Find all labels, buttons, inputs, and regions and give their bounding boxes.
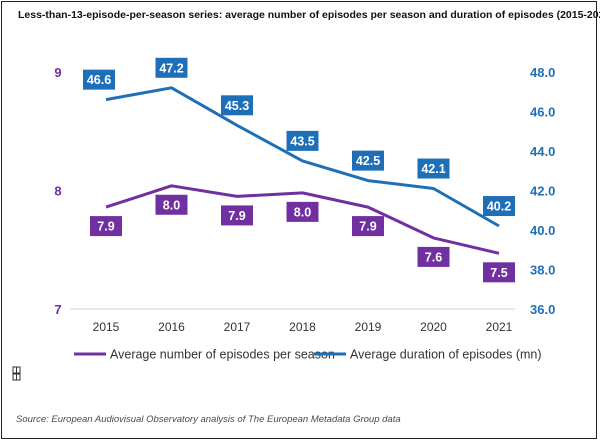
svg-text:43.5: 43.5: [290, 134, 314, 148]
episodes-data-label: 7.5: [483, 262, 515, 283]
svg-text:7.6: 7.6: [425, 250, 442, 264]
x-tick-label: 2020: [420, 320, 447, 334]
episodes-data-label: 7.6: [417, 246, 450, 267]
svg-text:45.3: 45.3: [225, 99, 249, 113]
episodes-data-label: 7.9: [221, 205, 253, 226]
left-axis-tick-label: 8: [54, 184, 61, 199]
episodes-data-label: 7.9: [90, 216, 122, 237]
svg-text:8.0: 8.0: [163, 198, 180, 212]
episodes-data-label: 8.0: [286, 201, 319, 222]
source-note: Source: European Audiovisual Observatory…: [16, 414, 401, 425]
svg-text:7.9: 7.9: [228, 209, 245, 223]
x-tick-label: 2017: [224, 320, 251, 334]
duration-data-label: 47.2: [155, 57, 188, 78]
duration-data-label: 46.6: [83, 69, 115, 90]
episodes-data-label: 7.9: [352, 216, 384, 237]
legend-item-duration: Average duration of episodes (mn): [314, 348, 542, 362]
legend-label: Average number of episodes per season: [110, 348, 335, 362]
legend-item-episodes: Average number of episodes per season: [74, 348, 335, 362]
x-tick-label: 2016: [158, 320, 185, 334]
svg-text:8.0: 8.0: [294, 205, 311, 219]
duration-data-label: 43.5: [286, 130, 319, 151]
legend-label: Average duration of episodes (mn): [350, 348, 542, 362]
svg-text:7.9: 7.9: [359, 220, 376, 234]
right-axis-tick-label: 42.0: [530, 184, 555, 199]
episodes-data-label: 8.0: [155, 194, 188, 215]
duration-data-label: 45.3: [221, 95, 253, 116]
duration-data-label: 42.5: [352, 150, 384, 171]
x-tick-label: 2019: [355, 320, 382, 334]
series-line-duration: [105, 86, 500, 228]
svg-text:7.9: 7.9: [97, 220, 114, 234]
chart-title: Less-than-13-episode-per-season series: …: [18, 9, 600, 21]
right-axis-tick-label: 40.0: [530, 223, 555, 238]
svg-text:40.2: 40.2: [487, 200, 511, 214]
svg-text:42.5: 42.5: [356, 154, 380, 168]
x-tick-label: 2021: [486, 320, 513, 334]
duration-data-label: 42.1: [417, 158, 450, 179]
svg-text:47.2: 47.2: [159, 61, 183, 75]
right-axis-tick-label: 48.0: [530, 65, 555, 80]
right-axis-tick-label: 36.0: [530, 302, 555, 317]
x-tick-label: 2015: [93, 320, 120, 334]
x-tick-label: 2018: [289, 320, 316, 334]
right-axis-tick-label: 46.0: [530, 105, 555, 120]
left-axis-tick-label: 7: [54, 302, 61, 317]
svg-text:46.6: 46.6: [87, 73, 111, 87]
left-axis-tick-label: 9: [54, 65, 61, 80]
side-glyph-icon: [12, 366, 21, 381]
series-line-episodes: [105, 184, 500, 255]
right-axis-tick-label: 44.0: [530, 144, 555, 159]
duration-data-label: 40.2: [483, 196, 515, 217]
svg-text:42.1: 42.1: [421, 162, 445, 176]
right-axis-tick-label: 38.0: [530, 263, 555, 278]
svg-text:7.5: 7.5: [490, 266, 507, 280]
